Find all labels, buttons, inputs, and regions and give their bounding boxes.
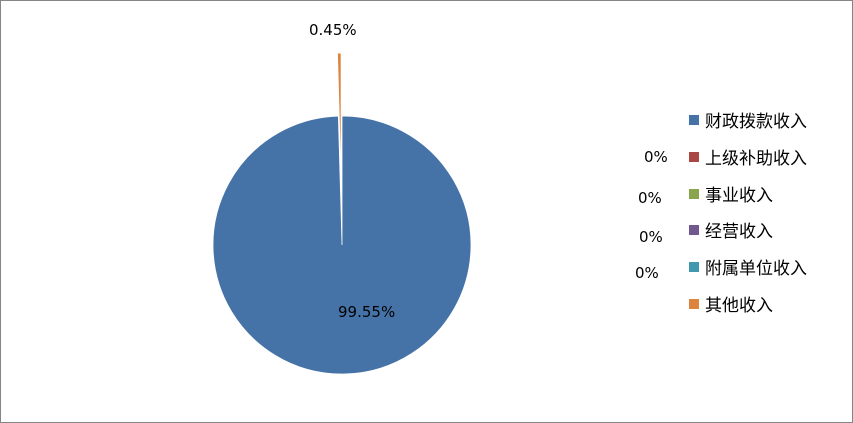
legend-item-3: 经营收入 (689, 217, 773, 242)
legend-item-4: 附属单位收入 (689, 254, 807, 279)
legend-swatch (689, 151, 699, 162)
data-label-3: 0% (639, 228, 663, 246)
pie-slice-5 (337, 52, 342, 183)
legend-item-2: 事业收入 (689, 181, 773, 206)
legend-swatch (689, 298, 699, 309)
pie-slice-0 (212, 115, 472, 375)
data-label-2: 0% (638, 189, 662, 207)
legend-label: 附属单位收入 (705, 259, 807, 279)
legend-swatch (689, 188, 699, 199)
data-label-4: 0% (635, 264, 659, 282)
legend-item-1: 上级补助收入 (689, 144, 807, 169)
legend-swatch (689, 114, 699, 125)
legend-label: 经营收入 (705, 222, 773, 242)
legend-label: 其他收入 (705, 296, 773, 316)
data-label-0: 99.55% (338, 303, 396, 321)
legend-item-0: 财政拨款收入 (689, 107, 807, 132)
legend-label: 事业收入 (705, 186, 773, 206)
legend-swatch (689, 224, 699, 235)
legend-item-5: 其他收入 (689, 291, 773, 316)
data-label-1: 0% (644, 148, 668, 166)
legend-swatch (689, 261, 699, 272)
legend-label: 上级补助收入 (705, 149, 807, 169)
data-label-5: 0.45% (309, 21, 357, 39)
legend-label: 财政拨款收入 (705, 112, 807, 132)
